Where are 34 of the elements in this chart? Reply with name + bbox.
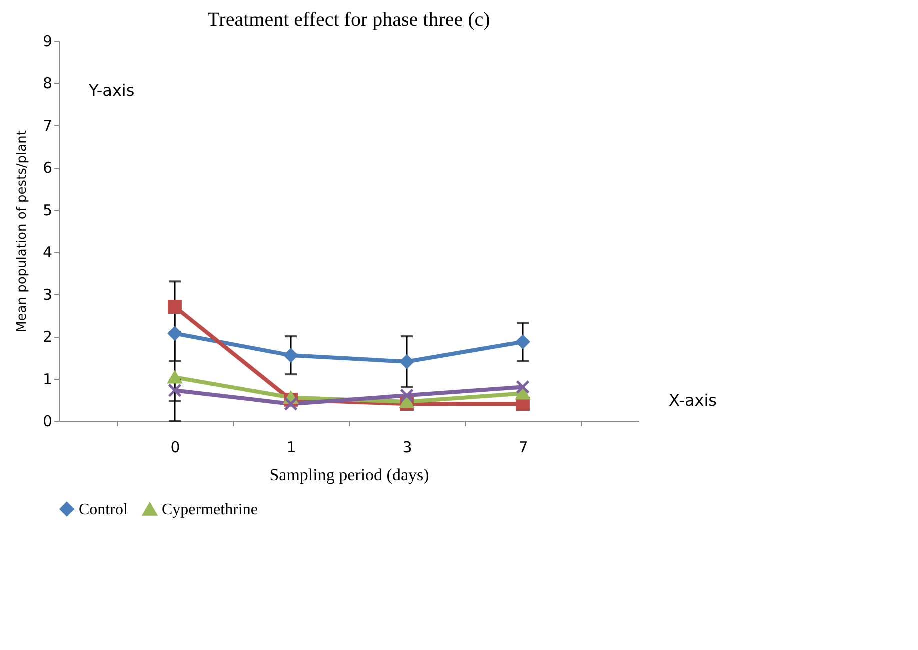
- y-tick-label: 9: [42, 32, 52, 50]
- x-axis-title: Sampling period (days): [270, 466, 430, 484]
- x-tick-label: 7: [518, 438, 528, 456]
- x-tick-label: 1: [286, 438, 296, 456]
- y-tick-label: 7: [42, 116, 52, 135]
- point: [284, 348, 298, 363]
- point: [400, 388, 414, 403]
- y-axis-title: Mean population of pests/plant: [14, 130, 30, 332]
- point: [168, 326, 182, 341]
- point: [516, 335, 530, 349]
- legend-label: Cypermethrine: [162, 502, 258, 519]
- y-tick-label: 2: [42, 328, 52, 346]
- chart-title: Treatment effect for phase three (c): [208, 9, 490, 31]
- point: [400, 396, 414, 408]
- x-tick-label: 0: [170, 438, 180, 456]
- y-tick-label: 3: [42, 286, 52, 304]
- y-tick-label: 4: [42, 244, 52, 262]
- point: [516, 380, 530, 394]
- y-tick-label: 6: [42, 159, 52, 178]
- x-tick-label: 3: [402, 438, 412, 456]
- legend-label: Control: [79, 501, 128, 518]
- y-tick-label: 1: [42, 370, 52, 388]
- text: X-axis: [669, 391, 717, 410]
- point: [516, 397, 530, 412]
- point: [400, 354, 414, 369]
- point: [168, 371, 182, 384]
- y-tick-label: 5: [42, 201, 52, 220]
- point: [284, 397, 298, 412]
- y-tick-label: 8: [42, 74, 52, 93]
- point: [168, 384, 182, 398]
- annotation: Y-axis: [88, 81, 135, 100]
- point: [168, 300, 182, 314]
- y-tick-label: 0: [42, 412, 52, 430]
- point: [516, 387, 530, 400]
